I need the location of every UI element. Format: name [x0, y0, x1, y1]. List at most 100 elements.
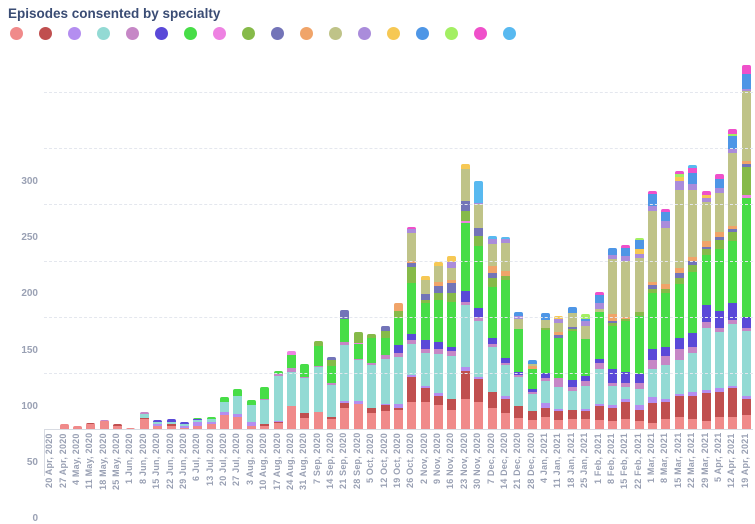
bar-segment[interactable]: [714, 416, 724, 430]
bar-segment[interactable]: [353, 404, 363, 430]
bar-segment[interactable]: [554, 410, 564, 420]
bar-segment[interactable]: [460, 223, 470, 291]
bar-segment[interactable]: [688, 265, 698, 272]
bar-segment[interactable]: [728, 152, 738, 226]
bar-segment[interactable]: [527, 360, 537, 364]
bar-segment[interactable]: [434, 266, 444, 282]
bar-segment[interactable]: [393, 404, 403, 408]
bar-segment[interactable]: [554, 419, 564, 430]
bar[interactable]: [541, 313, 551, 430]
bar-segment[interactable]: [634, 240, 644, 250]
bar[interactable]: [674, 170, 684, 430]
legend-dot-specialty-18[interactable]: [503, 27, 516, 40]
bar-segment[interactable]: [434, 392, 444, 397]
bar-segment[interactable]: [554, 378, 564, 388]
bar-segment[interactable]: [447, 346, 457, 352]
legend-dot-specialty-12[interactable]: [329, 27, 342, 40]
bar-segment[interactable]: [661, 221, 671, 228]
bar-segment[interactable]: [514, 377, 524, 407]
bar-segment[interactable]: [554, 332, 564, 335]
bar-segment[interactable]: [434, 281, 444, 287]
bar-segment[interactable]: [728, 320, 738, 325]
bar-segment[interactable]: [688, 418, 698, 430]
bar-segment[interactable]: [674, 272, 684, 279]
bar-segment[interactable]: [286, 406, 296, 430]
bar-segment[interactable]: [447, 279, 457, 283]
bar-segment[interactable]: [541, 313, 551, 321]
bar-segment[interactable]: [621, 382, 631, 388]
bar-segment[interactable]: [447, 256, 457, 262]
bar-segment[interactable]: [714, 232, 724, 237]
bar[interactable]: [327, 357, 337, 430]
bar-segment[interactable]: [634, 312, 644, 316]
bar-segment[interactable]: [500, 362, 510, 365]
bar-segment[interactable]: [447, 268, 457, 280]
bar-segment[interactable]: [661, 364, 671, 399]
bar-segment[interactable]: [567, 326, 577, 330]
bar-segment[interactable]: [648, 369, 658, 398]
bar-segment[interactable]: [728, 129, 738, 134]
bar-segment[interactable]: [567, 379, 577, 388]
bar-segment[interactable]: [474, 377, 484, 380]
bar-segment[interactable]: [474, 401, 484, 430]
bar-segment[interactable]: [728, 225, 738, 230]
bar-segment[interactable]: [99, 421, 109, 430]
bar-segment[interactable]: [661, 288, 671, 294]
bar-segment[interactable]: [434, 342, 444, 350]
bar-segment[interactable]: [688, 352, 698, 392]
bar-segment[interactable]: [674, 170, 684, 175]
bar-segment[interactable]: [567, 331, 577, 380]
bar-segment[interactable]: [233, 416, 243, 430]
bar-segment[interactable]: [327, 357, 337, 361]
bar-segment[interactable]: [460, 221, 470, 224]
bar-segment[interactable]: [648, 423, 658, 430]
bar[interactable]: [621, 244, 631, 430]
bar-segment[interactable]: [139, 417, 149, 419]
bar-segment[interactable]: [313, 367, 323, 413]
bar[interactable]: [246, 399, 256, 430]
bar-segment[interactable]: [300, 363, 310, 378]
bar-segment[interactable]: [661, 346, 671, 356]
bar[interactable]: [447, 256, 457, 430]
bar-segment[interactable]: [447, 355, 457, 399]
bar-segment[interactable]: [701, 202, 711, 242]
bar-segment[interactable]: [206, 416, 216, 419]
bar-segment[interactable]: [447, 398, 457, 410]
bar-segment[interactable]: [474, 379, 484, 402]
bar-segment[interactable]: [246, 425, 256, 430]
bar-segment[interactable]: [634, 238, 644, 241]
bar-segment[interactable]: [500, 237, 510, 240]
bar-segment[interactable]: [594, 303, 604, 309]
bar-segment[interactable]: [701, 247, 711, 250]
bar-segment[interactable]: [741, 331, 751, 397]
bar-segment[interactable]: [688, 333, 698, 347]
bar-segment[interactable]: [661, 401, 671, 419]
bar-segment[interactable]: [661, 293, 671, 347]
bar[interactable]: [460, 164, 470, 430]
bar-segment[interactable]: [500, 364, 510, 397]
bar-segment[interactable]: [500, 396, 510, 399]
bar-segment[interactable]: [260, 424, 270, 426]
bar-segment[interactable]: [728, 303, 738, 320]
bar-segment[interactable]: [728, 416, 738, 430]
bar-segment[interactable]: [714, 178, 724, 188]
bar-segment[interactable]: [741, 398, 751, 416]
bar-segment[interactable]: [393, 352, 403, 358]
bar-segment[interactable]: [286, 368, 296, 372]
bar[interactable]: [420, 276, 430, 430]
bar-segment[interactable]: [353, 359, 363, 361]
bar-segment[interactable]: [607, 386, 617, 406]
bar-segment[interactable]: [126, 427, 136, 430]
bar-segment[interactable]: [474, 227, 484, 236]
bar-segment[interactable]: [353, 342, 363, 344]
bar-segment[interactable]: [327, 366, 337, 383]
bar-segment[interactable]: [581, 318, 591, 322]
bar-segment[interactable]: [460, 398, 470, 430]
bar-segment[interactable]: [407, 343, 417, 376]
bar-segment[interactable]: [407, 229, 417, 233]
bar-segment[interactable]: [674, 284, 684, 338]
bar-segment[interactable]: [434, 261, 444, 267]
bar-segment[interactable]: [420, 352, 430, 387]
bar-segment[interactable]: [166, 422, 176, 425]
bar-segment[interactable]: [554, 334, 564, 338]
